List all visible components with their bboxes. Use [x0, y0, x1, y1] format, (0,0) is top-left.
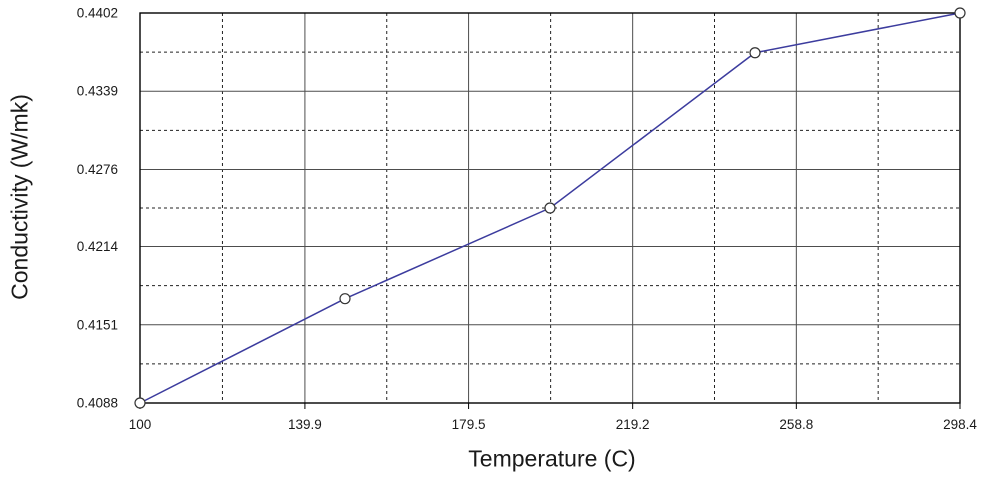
x-tick-label: 219.2 — [616, 417, 650, 432]
plot-border-group — [139, 12, 961, 404]
data-series-group — [134, 7, 966, 409]
y-axis-title: Conductivity (W/mk) — [6, 94, 33, 300]
plot-border — [139, 12, 961, 404]
y-tick-label: 0.4339 — [77, 84, 118, 99]
x-axis-title: Temperature (C) — [468, 445, 636, 472]
x-tick-label: 298.4 — [943, 417, 977, 432]
x-tick-label: 258.8 — [779, 417, 813, 432]
data-point-marker — [339, 293, 351, 305]
x-tick-label: 100 — [129, 417, 152, 432]
data-point-marker — [749, 47, 761, 59]
x-tick-label: 139.9 — [288, 417, 322, 432]
tick-labels-group: 100 139.9 179.5 219.2 258.8 298.4 0.4088 0.4151… — [77, 6, 978, 433]
x-tick-label: 179.5 — [452, 417, 486, 432]
y-tick-label: 0.4402 — [77, 6, 118, 21]
y-tick-label: 0.4151 — [77, 317, 118, 332]
y-tick-label: 0.4088 — [77, 396, 118, 411]
tick-marks-group — [139, 403, 961, 409]
data-point-marker — [134, 397, 146, 409]
y-tick-label: 0.4276 — [77, 162, 118, 177]
data-point-marker — [544, 202, 556, 214]
data-point-marker — [954, 7, 966, 19]
y-tick-label: 0.4214 — [77, 239, 119, 254]
